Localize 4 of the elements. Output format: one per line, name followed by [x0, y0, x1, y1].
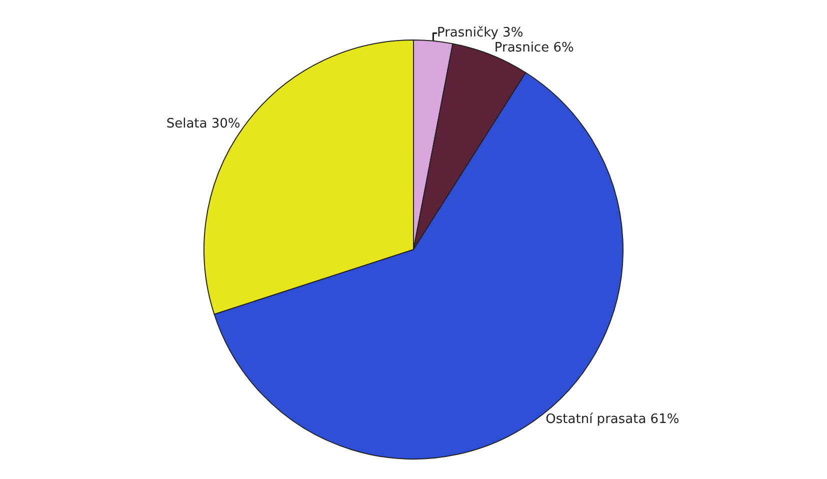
slice-label: Selata 30%: [166, 116, 240, 132]
slice-label: Ostatní prasata 61%: [546, 412, 680, 428]
slice-label: Prasnice 6%: [494, 40, 574, 56]
slice-label: Prasničky 3%: [436, 26, 524, 41]
